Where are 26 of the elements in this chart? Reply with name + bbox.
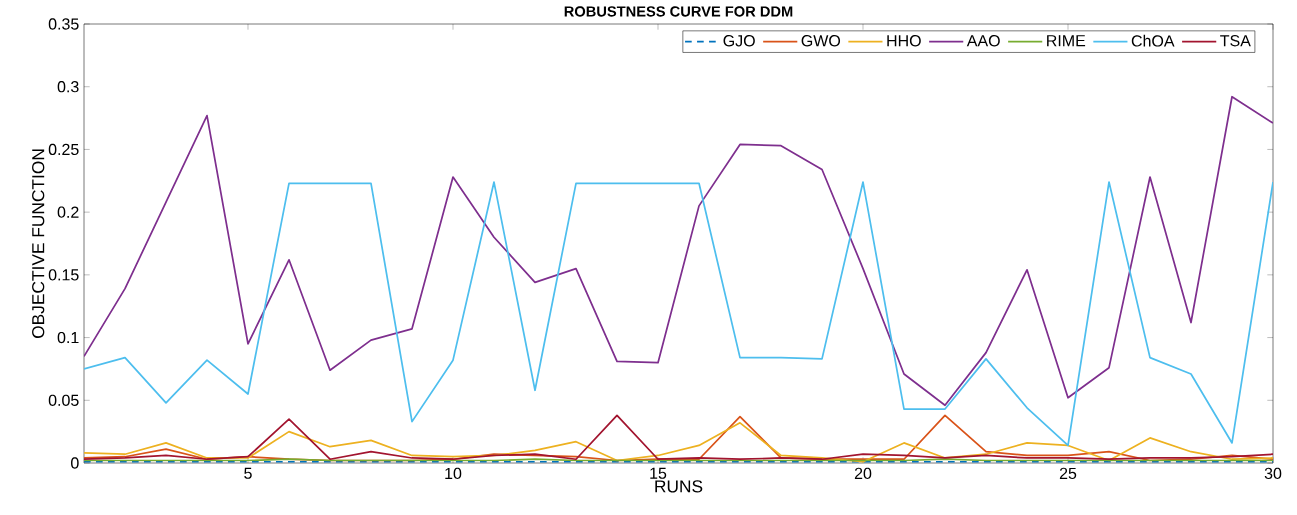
legend-label: RIME xyxy=(1047,35,1086,47)
y-tick-label: 0.35 xyxy=(48,18,79,30)
x-tick-label: 20 xyxy=(854,467,872,480)
y-tick-label: 0.3 xyxy=(57,81,79,93)
line-series xyxy=(84,421,1273,463)
legend-label: AAO xyxy=(966,35,1000,47)
x-axis-title: RUNS xyxy=(655,480,703,493)
legend-label: ChOA xyxy=(1131,34,1175,47)
y-tick-label: 0.25 xyxy=(48,143,79,156)
y-tick-label: 0 xyxy=(71,457,79,469)
x-tick-label: 25 xyxy=(1059,467,1077,480)
x-tick-label: 30 xyxy=(1264,467,1282,480)
x-tick-label: 5 xyxy=(244,467,252,479)
line-series xyxy=(84,95,1273,407)
legend-label: TSA xyxy=(1220,35,1251,47)
legend-label: GWO xyxy=(801,35,841,47)
x-tick-label: 10 xyxy=(445,467,462,480)
y-axis-title: OBJECTIVE FUNCTION xyxy=(32,149,45,339)
y-tick-label: 0.15 xyxy=(48,269,79,281)
x-tick-label: 15 xyxy=(650,467,667,479)
y-tick-label: 0.1 xyxy=(57,331,79,344)
y-tick-label: 0.2 xyxy=(57,206,79,218)
y-tick-label: 0.05 xyxy=(48,394,79,406)
legend-label: HHO xyxy=(887,35,921,47)
legend-label: GJO xyxy=(723,35,755,47)
chart-title: ROBUSTNESS CURVE FOR DDM xyxy=(564,6,793,17)
